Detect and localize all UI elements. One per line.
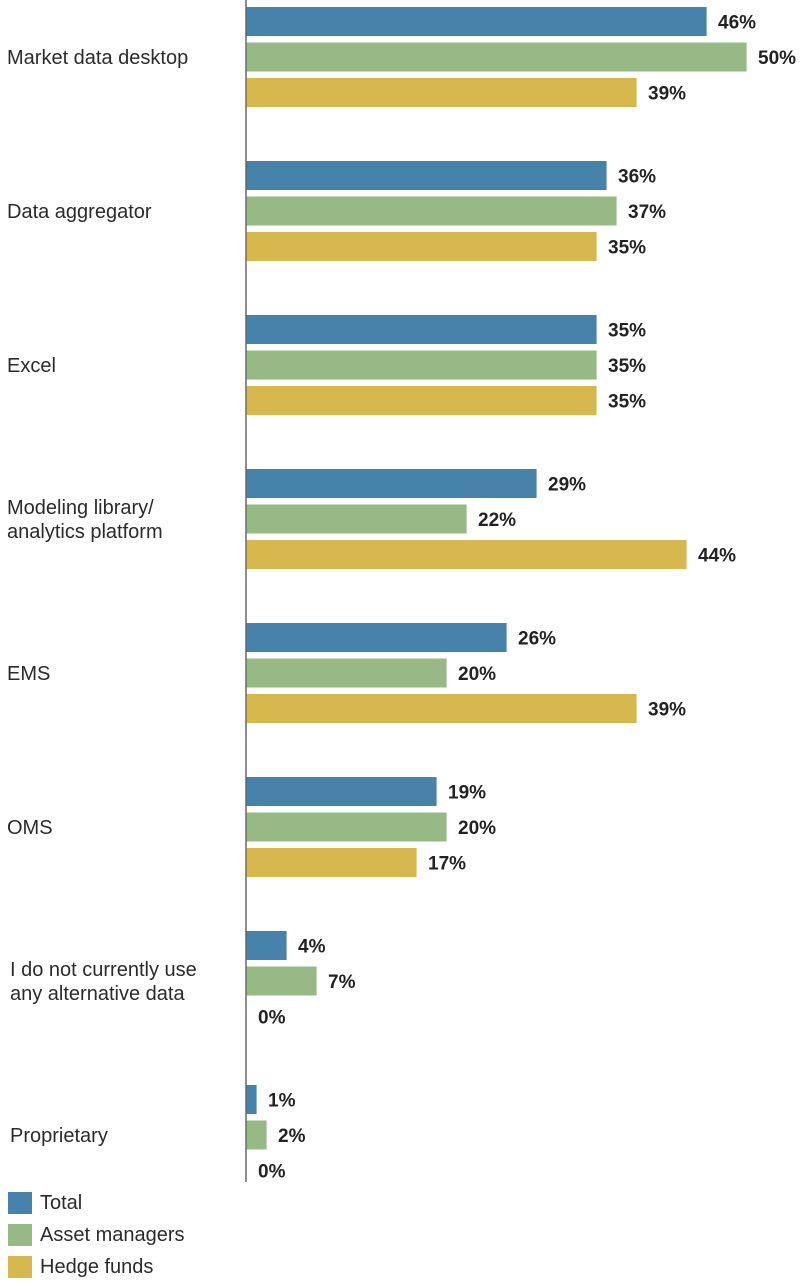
category-label-line: Modeling library/ — [7, 497, 154, 519]
data-label: 35% — [608, 356, 646, 377]
category-label: Proprietary — [10, 1125, 108, 1147]
bar — [246, 658, 447, 688]
data-label: 20% — [458, 664, 496, 685]
data-label: 17% — [428, 854, 466, 875]
category-label-line: Excel — [7, 355, 56, 377]
legend-label: Asset managers — [40, 1223, 185, 1246]
bar-chart: Market data desktop 46%50% 39% Data aggrega… — [7, 0, 796, 1183]
data-label: 4% — [298, 937, 326, 958]
bar — [246, 42, 747, 72]
bar — [246, 812, 447, 842]
bar — [246, 386, 597, 415]
category-label: EMS — [7, 663, 50, 685]
category-label-line: EMS — [7, 663, 50, 685]
bar — [246, 504, 467, 534]
bar — [246, 848, 417, 877]
legend-item: Hedge funds — [8, 1251, 185, 1283]
category-label: I do not currently use any alternative da… — [10, 959, 197, 1005]
bar — [246, 315, 597, 344]
data-label: 19% — [448, 783, 486, 804]
bar — [246, 469, 537, 498]
data-label: 35% — [608, 392, 646, 413]
category-label-line: Market data desktop — [7, 47, 188, 69]
bar — [246, 232, 597, 261]
legend-label: Total — [40, 1191, 83, 1214]
data-label: 39% — [648, 700, 686, 721]
data-label: 0% — [258, 1008, 286, 1029]
bar — [246, 931, 287, 960]
bar — [246, 7, 707, 36]
bar — [246, 966, 317, 996]
data-label: 37% — [628, 202, 666, 223]
bar — [246, 78, 637, 107]
data-label: 50% — [758, 48, 796, 69]
data-label: 35% — [608, 321, 646, 342]
category-label-line: I do not currently use — [10, 959, 197, 981]
legend-swatch — [8, 1256, 32, 1278]
data-label: 1% — [268, 1091, 296, 1112]
bar — [246, 623, 507, 652]
data-label: 35% — [608, 238, 646, 259]
bar — [246, 350, 597, 380]
category-label-line: OMS — [7, 817, 53, 839]
bar — [246, 694, 637, 723]
bar — [246, 540, 687, 569]
legend: Total Asset managers Hedge funds — [8, 1187, 185, 1283]
data-label: 22% — [478, 510, 516, 531]
bar — [246, 161, 607, 190]
legend-swatch — [8, 1224, 32, 1246]
category-label-line: analytics platform — [7, 521, 163, 543]
category-label-line: Proprietary — [10, 1125, 108, 1147]
category-label: OMS — [7, 817, 53, 839]
category-label-line: any alternative data — [10, 983, 185, 1005]
data-label: 36% — [618, 167, 656, 188]
category-label: Modeling library/analytics platform — [7, 497, 163, 543]
data-label: 29% — [548, 475, 586, 496]
legend-item: Asset managers — [8, 1219, 185, 1251]
legend-swatch — [8, 1192, 32, 1214]
legend-item: Total — [8, 1187, 185, 1219]
category-label: Excel — [7, 355, 56, 377]
bar — [246, 196, 617, 226]
data-label: 0% — [258, 1162, 286, 1183]
bar — [246, 1085, 257, 1114]
data-label: 44% — [698, 546, 736, 567]
data-label: 7% — [328, 972, 356, 993]
legend-label: Hedge funds — [40, 1255, 154, 1278]
data-label: 46% — [718, 13, 756, 34]
category-label: Market data desktop — [7, 47, 188, 69]
category-label: Data aggregator — [7, 201, 152, 223]
data-label: 2% — [278, 1126, 306, 1147]
bar — [246, 777, 437, 806]
data-label: 20% — [458, 818, 496, 839]
category-label-line: Data aggregator — [7, 201, 152, 223]
bar — [246, 1120, 267, 1150]
data-label: 39% — [648, 84, 686, 105]
data-label: 26% — [518, 629, 556, 650]
